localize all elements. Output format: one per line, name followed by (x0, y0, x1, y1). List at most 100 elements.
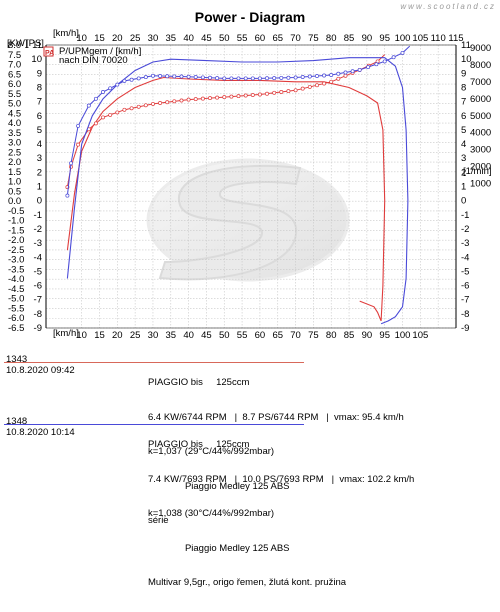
rpm-point (279, 75, 284, 80)
rpm-point (151, 101, 155, 106)
rpm-point (366, 65, 371, 70)
ps-tick-label: -9 (34, 323, 42, 334)
ps-tick-label: 10 (31, 54, 42, 65)
kw-tick-label: 7.5 (8, 50, 21, 61)
ps-tick-label: 8 (37, 82, 42, 93)
x-top-tick-label: 55 (237, 33, 248, 44)
rpm-point (272, 90, 277, 95)
rpm-point (151, 73, 155, 78)
rpm-point (115, 82, 120, 87)
kw-tick-label: -2.0 (8, 235, 24, 246)
rpm-point (243, 93, 248, 98)
x-bottom-tick-label: 25 (130, 330, 141, 341)
rpm-point (374, 62, 379, 67)
power-curve-1348 (66, 57, 409, 325)
x-bottom-tick-label: 45 (201, 330, 212, 341)
rpm-point (229, 94, 234, 99)
x-bottom-tick-label: 50 (219, 330, 230, 341)
ps-tick-label: -8 (34, 309, 42, 320)
x-top-tick-label: 70 (290, 33, 301, 44)
x-bottom-tick-label: 65 (272, 330, 283, 341)
rpm-tick-label: 2000 (470, 162, 491, 173)
rpm-point (136, 76, 141, 81)
right-ps-tick-label: 3 (461, 153, 466, 164)
right-ps-tick-label: -4 (461, 252, 469, 263)
kw-tick-label: 8.0 (8, 40, 21, 51)
kw-tick-label: -4.5 (8, 284, 24, 295)
right-ps-tick-label: -9 (461, 323, 469, 334)
rpm-point (357, 67, 362, 72)
right-ps-tick-label: 4 (461, 139, 466, 150)
kw-axis-header: [KW] (7, 38, 28, 49)
power-curve-1343 (66, 76, 386, 322)
rpm-curve-1348 (66, 45, 411, 196)
right-ps-tick-label: 6 (461, 111, 466, 122)
x-bottom-tick-label: 55 (237, 330, 248, 341)
rpm-point (200, 96, 205, 101)
x-bottom-tick-labels: 10 15 20 25 30 35 40 45 50 55 60 65 70 75 80 85 90 95 100 1… (76, 330, 428, 341)
chart-frame (45, 44, 457, 329)
x-top-tick-label: 80 (326, 33, 337, 44)
rpm-point (193, 97, 198, 102)
rpm-tick-label: 3000 (470, 145, 491, 156)
ps-tick-label: 6 (37, 111, 42, 122)
x-top-tick-label: 105 (412, 33, 428, 44)
x-axis-label-bottom: [km/h] (53, 328, 79, 339)
rpm-point (165, 100, 170, 105)
ps-tick-label: 1 (37, 182, 42, 193)
rpm-point (343, 70, 348, 75)
rpm-point (115, 110, 120, 115)
rpm-point (336, 76, 341, 81)
rpm-point (236, 76, 241, 81)
rpm-point (129, 106, 134, 111)
kw-tick-label: 1.0 (8, 177, 21, 188)
rpm-point (265, 76, 269, 81)
rpm-point (257, 92, 262, 97)
rpm-point (179, 74, 184, 79)
run-color-rule (4, 424, 304, 425)
rpm-point (208, 75, 212, 80)
x-top-tick-label: 30 (148, 33, 159, 44)
rpm-tick-labels: 9000 8000 7000 6000 5000 4000 3000 2000 1000 (470, 43, 491, 190)
right-ps-tick-label: 11 (461, 40, 471, 51)
run-id: 1348 (6, 416, 28, 427)
rpm-point (143, 103, 148, 108)
rpm-point (136, 104, 141, 109)
rpm-point (286, 75, 291, 80)
rpm-point (200, 75, 205, 80)
x-top-tick-label: 85 (344, 33, 355, 44)
rpm-point (250, 76, 255, 81)
rpm-point (76, 142, 81, 147)
rpm-point (315, 74, 319, 78)
ps-tick-label: -2 (34, 224, 42, 235)
right-ps-tick-label: -7 (461, 295, 469, 306)
rpm-tick-label: 9000 (470, 43, 491, 54)
run-color-rule (4, 362, 304, 363)
rpm-point (315, 83, 319, 88)
power-chart: 8.07.57.06.56.05.55.04.54.03.53.02.52.01… (7, 28, 492, 341)
rpm-point (293, 88, 298, 93)
x-bottom-tick-label: 105 (412, 330, 428, 341)
rpm-point (129, 77, 134, 82)
rpm-point (243, 76, 248, 81)
ps-tick-label: -6 (34, 281, 42, 292)
x-top-tick-label: 75 (308, 33, 319, 44)
rpm-point (272, 76, 277, 81)
rpm-point (76, 123, 81, 128)
x-top-tick-label: 25 (130, 33, 141, 44)
rpm-point (122, 107, 127, 112)
kw-tick-label: -1.5 (8, 225, 24, 236)
rpm-point (93, 96, 98, 101)
rpm-point (300, 86, 305, 91)
rpm-point (382, 59, 387, 64)
rpm-point (158, 101, 163, 105)
rpm-point (101, 90, 105, 94)
x-top-tick-label: 100 (395, 33, 411, 44)
right-ps-tick-label: -2 (461, 224, 469, 235)
right-ps-tick-label: 2 (461, 167, 466, 178)
rpm-point (257, 76, 262, 81)
watermark-logo-icon (146, 158, 350, 282)
kw-tick-label: 5.5 (8, 89, 21, 100)
rpm-point (108, 112, 113, 117)
ps-tick-label: 3 (37, 153, 42, 164)
